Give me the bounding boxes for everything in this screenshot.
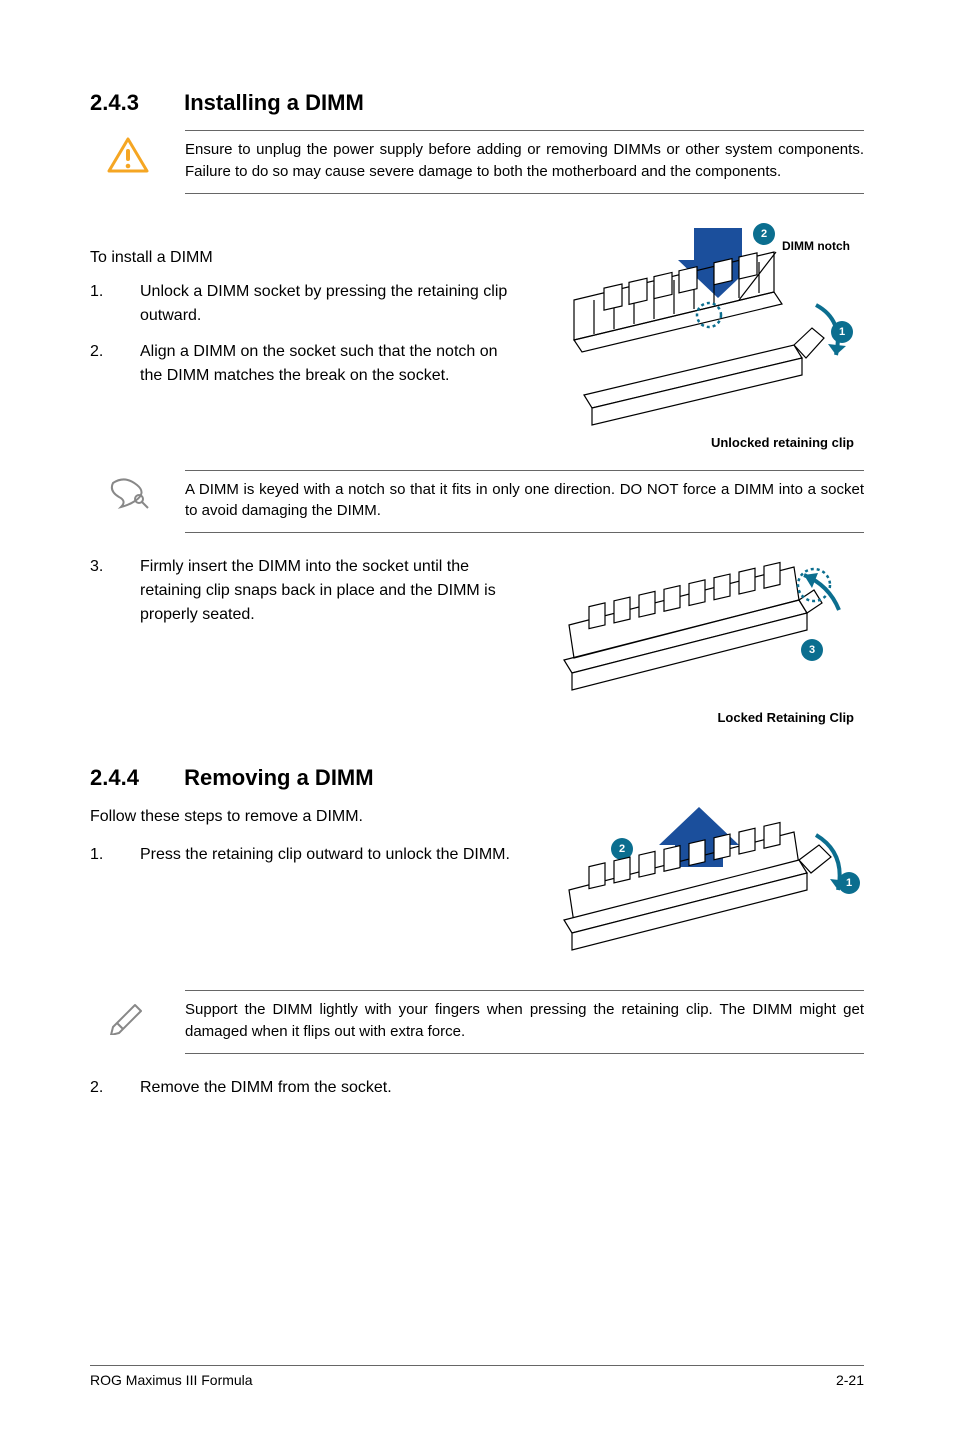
warning-box: Ensure to unplug the power supply before… [185, 130, 864, 194]
step-text: Unlock a DIMM socket by pressing the ret… [140, 280, 524, 328]
pencil-icon [107, 997, 149, 1042]
note-box-keyed: A DIMM is keyed with a notch so that it … [185, 470, 864, 534]
caption-locked: Locked Retaining Clip [544, 710, 864, 725]
note-icon [107, 477, 149, 518]
step-text: Align a DIMM on the socket such that the… [140, 340, 524, 388]
badge-2: 2 [619, 843, 625, 855]
warning-text: Ensure to unplug the power supply before… [185, 141, 864, 180]
step-text: Press the retaining clip outward to unlo… [140, 843, 524, 867]
heading-243: 2.4.3 Installing a DIMM [90, 90, 864, 116]
list-item: 2. Align a DIMM on the socket such that … [90, 340, 524, 388]
install-steps-1-2: 1. Unlock a DIMM socket by pressing the … [90, 280, 524, 388]
footer-left: ROG Maximus III Formula [90, 1372, 253, 1388]
step-text: Remove the DIMM from the socket. [140, 1076, 864, 1100]
remove-step-1: 1. Press the retaining clip outward to u… [90, 843, 524, 867]
badge-1: 1 [846, 877, 852, 889]
step-number: 2. [90, 1076, 140, 1100]
note-text: Support the DIMM lightly with your finge… [185, 1001, 864, 1040]
step-number: 2. [90, 340, 140, 388]
badge-2: 2 [761, 228, 767, 240]
step-number: 3. [90, 555, 140, 627]
step-number: 1. [90, 280, 140, 328]
list-item: 1. Unlock a DIMM socket by pressing the … [90, 280, 524, 328]
install-lead: To install a DIMM [90, 246, 524, 270]
footer-right: 2-21 [836, 1372, 864, 1388]
heading-title: Removing a DIMM [184, 765, 373, 790]
heading-number: 2.4.3 [90, 90, 178, 116]
step-number: 1. [90, 843, 140, 867]
remove-step-2: 2. Remove the DIMM from the socket. [90, 1076, 864, 1100]
step-text: Firmly insert the DIMM into the socket u… [140, 555, 524, 627]
diagram-install-locked: 3 [544, 555, 864, 705]
diagram-remove: 2 1 [544, 805, 864, 965]
heading-title: Installing a DIMM [184, 90, 364, 115]
list-item: 1. Press the retaining clip outward to u… [90, 843, 524, 867]
warning-icon [107, 137, 149, 182]
label-dimm-notch: DIMM notch [782, 239, 850, 253]
badge-1: 1 [839, 326, 845, 338]
heading-244: 2.4.4 Removing a DIMM [90, 765, 864, 791]
list-item: 2. Remove the DIMM from the socket. [90, 1076, 864, 1100]
note-box-support: Support the DIMM lightly with your finge… [185, 990, 864, 1054]
diagram-install-unlock: 2 DIMM notch [544, 220, 864, 430]
page-footer: ROG Maximus III Formula 2-21 [90, 1365, 864, 1388]
heading-number: 2.4.4 [90, 765, 178, 791]
remove-lead: Follow these steps to remove a DIMM. [90, 805, 524, 829]
caption-unlocked: Unlocked retaining clip [544, 435, 864, 450]
note-text: A DIMM is keyed with a notch so that it … [185, 481, 864, 520]
list-item: 3. Firmly insert the DIMM into the socke… [90, 555, 524, 627]
install-step-3: 3. Firmly insert the DIMM into the socke… [90, 555, 524, 627]
badge-3: 3 [809, 644, 815, 656]
